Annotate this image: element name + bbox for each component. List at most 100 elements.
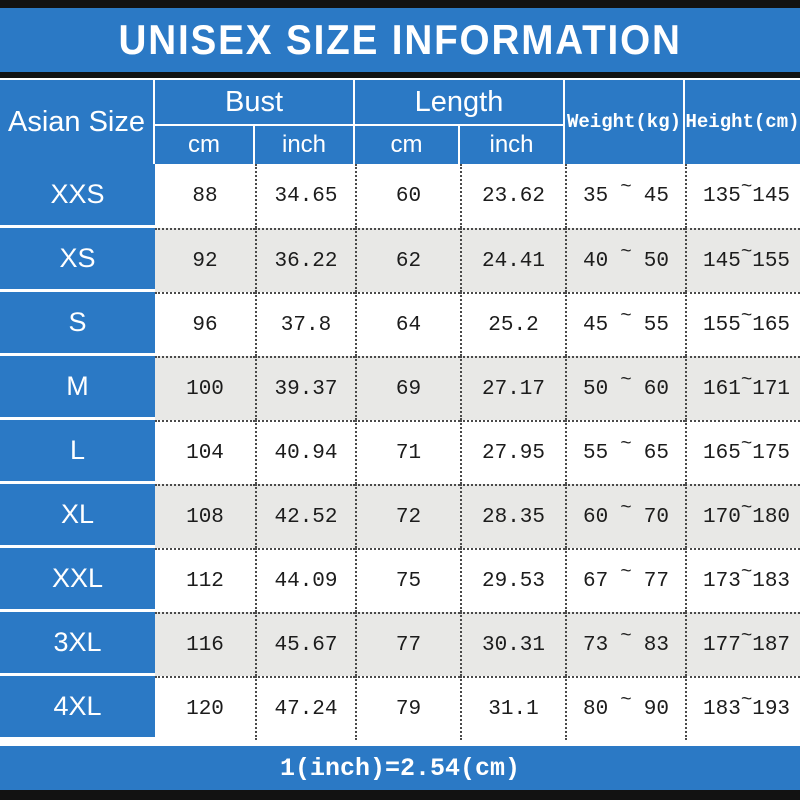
bust-inch-cell: 45.67 <box>255 612 355 676</box>
bust-inch-cell: 44.09 <box>255 548 355 612</box>
subheader-length-cm: cm <box>355 126 458 164</box>
table-row: XS 92 36.22 62 24.41 40 ~ 50 145 ~ 155 <box>0 228 800 292</box>
bust-cm-cell: 96 <box>155 292 255 356</box>
header-asian-size: Asian Size <box>0 80 153 164</box>
tilde-separator: ~ <box>620 561 632 583</box>
length-inch-cell: 29.53 <box>460 548 565 612</box>
bust-inch-cell: 34.65 <box>255 164 355 228</box>
size-label: S <box>0 292 155 356</box>
size-label: XS <box>0 228 155 292</box>
tilde-separator: ~ <box>620 176 632 198</box>
height-max: 145 <box>752 184 791 208</box>
size-label: M <box>0 356 155 420</box>
length-inch-cell: 24.41 <box>460 228 565 292</box>
height-min: 177 <box>703 633 741 657</box>
weight-max: 55 <box>643 313 669 337</box>
length-cm-cell: 79 <box>355 676 460 740</box>
height-min: 170 <box>703 505 741 529</box>
weight-min: 73 <box>583 633 609 657</box>
bust-inch-cell: 40.94 <box>255 420 355 484</box>
bust-cm-cell: 112 <box>155 548 255 612</box>
tilde-separator: ~ <box>740 497 753 519</box>
size-label: XL <box>0 484 155 548</box>
header-bust: Bust <box>155 80 353 124</box>
header-weight: Weight(kg) <box>565 80 683 164</box>
tilde-separator: ~ <box>740 241 753 263</box>
size-label: XXS <box>0 164 155 228</box>
length-cm-cell: 75 <box>355 548 460 612</box>
table-row: XXL 112 44.09 75 29.53 67 ~ 77 173 ~ 183 <box>0 548 800 612</box>
length-inch-cell: 23.62 <box>460 164 565 228</box>
height-range-cell: 155 ~ 165 <box>685 292 800 356</box>
tilde-separator: ~ <box>620 241 632 263</box>
weight-max: 90 <box>643 697 669 721</box>
header-height: Height(cm) <box>685 80 800 164</box>
height-range-cell: 135 ~ 145 <box>685 164 800 228</box>
weight-min: 35 <box>583 184 609 208</box>
weight-range-cell: 45 ~ 55 <box>565 292 685 356</box>
bust-inch-cell: 36.22 <box>255 228 355 292</box>
tilde-separator: ~ <box>620 497 632 519</box>
length-cm-cell: 62 <box>355 228 460 292</box>
weight-range-cell: 80 ~ 90 <box>565 676 685 740</box>
bust-cm-cell: 116 <box>155 612 255 676</box>
bust-inch-cell: 42.52 <box>255 484 355 548</box>
table-header: Asian Size Bust Length Weight(kg) Height… <box>0 78 800 164</box>
tilde-separator: ~ <box>740 433 753 455</box>
size-label: L <box>0 420 155 484</box>
bust-inch-cell: 37.8 <box>255 292 355 356</box>
height-max: 165 <box>752 313 791 337</box>
tilde-separator: ~ <box>620 305 632 327</box>
weight-max: 45 <box>643 184 669 208</box>
height-min: 165 <box>703 441 741 465</box>
size-label: 3XL <box>0 612 155 676</box>
weight-max: 77 <box>643 569 669 593</box>
bottom-black-bar <box>0 790 800 800</box>
weight-range-cell: 35 ~ 45 <box>565 164 685 228</box>
length-cm-cell: 60 <box>355 164 460 228</box>
height-max: 175 <box>752 441 791 465</box>
tilde-separator: ~ <box>740 369 753 391</box>
length-cm-cell: 64 <box>355 292 460 356</box>
table-row: S 96 37.8 64 25.2 45 ~ 55 155 ~ 165 <box>0 292 800 356</box>
subheader-bust-inch: inch <box>255 126 353 164</box>
weight-min: 50 <box>583 377 609 401</box>
weight-min: 67 <box>583 569 609 593</box>
table-row: 4XL 120 47.24 79 31.1 80 ~ 90 183 ~ 193 <box>0 676 800 740</box>
height-min: 155 <box>703 313 741 337</box>
length-inch-cell: 31.1 <box>460 676 565 740</box>
height-max: 171 <box>752 377 791 401</box>
height-range-cell: 145 ~ 155 <box>685 228 800 292</box>
tilde-separator: ~ <box>620 433 632 455</box>
title-bar: UNISEX SIZE INFORMATION <box>0 8 800 72</box>
weight-range-cell: 67 ~ 77 <box>565 548 685 612</box>
height-max: 193 <box>752 697 791 721</box>
length-cm-cell: 69 <box>355 356 460 420</box>
table-footer-gap <box>0 740 800 746</box>
weight-max: 70 <box>643 505 669 529</box>
height-range-cell: 161 ~ 171 <box>685 356 800 420</box>
weight-range-cell: 50 ~ 60 <box>565 356 685 420</box>
weight-range-cell: 73 ~ 83 <box>565 612 685 676</box>
table-row: L 104 40.94 71 27.95 55 ~ 65 165 ~ 175 <box>0 420 800 484</box>
tilde-separator: ~ <box>620 625 632 647</box>
weight-max: 83 <box>643 633 669 657</box>
bust-cm-cell: 104 <box>155 420 255 484</box>
table-row: XXS 88 34.65 60 23.62 35 ~ 45 135 ~ 145 <box>0 164 800 228</box>
bust-cm-cell: 88 <box>155 164 255 228</box>
tilde-separator: ~ <box>620 689 632 711</box>
height-max: 183 <box>752 569 791 593</box>
top-black-bar <box>0 0 800 8</box>
table-row: M 100 39.37 69 27.17 50 ~ 60 161 ~ 171 <box>0 356 800 420</box>
table-row: XL 108 42.52 72 28.35 60 ~ 70 170 ~ 180 <box>0 484 800 548</box>
length-cm-cell: 72 <box>355 484 460 548</box>
tilde-separator: ~ <box>740 689 753 711</box>
weight-min: 45 <box>583 313 609 337</box>
height-range-cell: 165 ~ 175 <box>685 420 800 484</box>
height-range-cell: 173 ~ 183 <box>685 548 800 612</box>
length-inch-cell: 28.35 <box>460 484 565 548</box>
bust-inch-cell: 39.37 <box>255 356 355 420</box>
weight-min: 40 <box>583 249 609 273</box>
length-inch-cell: 25.2 <box>460 292 565 356</box>
